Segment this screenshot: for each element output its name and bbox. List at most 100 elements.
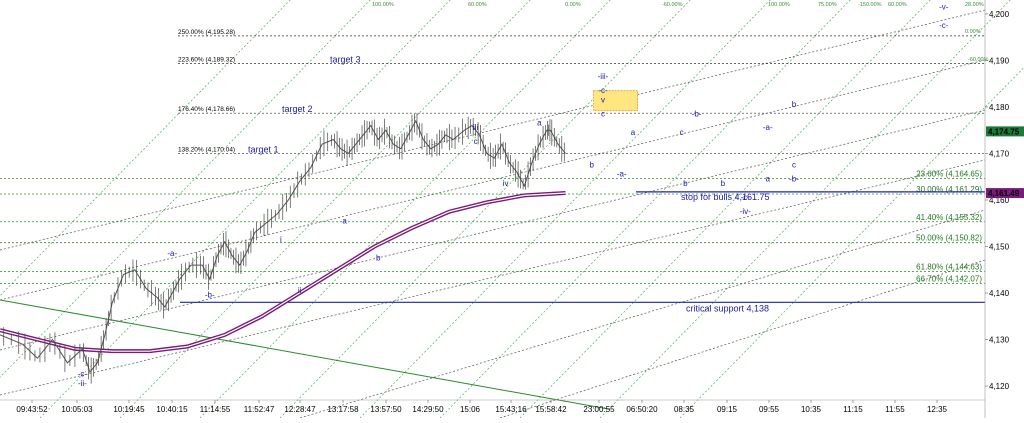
wave-label: -b-	[789, 174, 799, 183]
wave-label: iii	[473, 123, 479, 132]
fan-label: -60.00%	[662, 2, 683, 8]
wave-label: b	[683, 179, 688, 188]
wave-label: c	[601, 109, 605, 118]
fan-label: 60.00%	[468, 2, 487, 8]
wave-label: -c-	[741, 193, 751, 202]
channel-line	[0, 159, 986, 396]
price-line	[0, 119, 566, 374]
channel-line	[0, 9, 986, 251]
fan-label: -60.00%	[968, 57, 989, 63]
fib-levels: 250.00% (4,195.28) 223.60% (4,189.32) 176.…	[0, 29, 985, 313]
fib-ret-label: 50.00% (4,150.82)	[916, 234, 982, 243]
wave-label: c	[680, 128, 684, 137]
y-tick-label: 4,120	[989, 382, 1010, 391]
x-tick-label: 11:15	[843, 405, 863, 414]
ma-inner	[0, 192, 566, 352]
wave-label: b	[590, 160, 595, 169]
wave-label: -c-	[78, 370, 88, 379]
support-label: critical support 4,138	[686, 303, 769, 313]
wave-label: -v-	[939, 2, 949, 11]
wave-label: v	[601, 95, 605, 104]
x-tick-label: 13:17:58	[327, 405, 359, 414]
channel-line	[299, 209, 986, 419]
x-tick-label: 10:05:03	[61, 405, 93, 414]
x-tick-label: 15:58:42	[535, 405, 567, 414]
fan-line	[519, 0, 931, 419]
x-tick-label: 10:40:15	[156, 405, 188, 414]
wave-label: a	[631, 128, 636, 137]
x-tick-label: 12:35	[927, 405, 948, 414]
wave-label: -a-	[167, 249, 177, 258]
x-tick-label: 10:19:45	[113, 405, 145, 414]
moving-average	[0, 191, 566, 354]
y-tick-label: 4,130	[989, 336, 1010, 345]
x-tick-label: 09:15	[717, 405, 738, 414]
fib-ext-label: 176.40% (4,178.66)	[178, 106, 235, 113]
wave-label: -iv-	[740, 207, 751, 216]
y-tick-label: 4,150	[989, 243, 1010, 252]
channel-line	[499, 259, 986, 419]
fib-ext-label: 223.60% (4,189.32)	[178, 57, 235, 64]
y-tick-label: 4,170	[989, 149, 1010, 158]
wave-label: b	[376, 253, 381, 262]
fan-label: 60.00%	[888, 2, 907, 8]
wave-label: a	[766, 174, 771, 183]
fan-label: 100.00%	[768, 2, 790, 8]
channel-line	[0, 109, 986, 351]
target-label: target 2	[282, 104, 313, 114]
wave-label: -iii-	[598, 72, 609, 81]
y-tick-label: 4,200	[989, 10, 1010, 19]
wave-label: -b-	[205, 291, 215, 300]
x-tick-label: 06:50:20	[626, 405, 658, 414]
fib-ret-label: 30.00% (4,161.29)	[916, 185, 982, 194]
x-tick-label: 12:28:47	[284, 405, 316, 414]
wave-label: i	[280, 235, 282, 244]
y-tick-label: 4,140	[989, 289, 1010, 298]
fib-ext-label: 138.20% (4,170.04)	[178, 146, 235, 153]
wave-label: a	[342, 216, 347, 225]
fib-ret-label: 23.60% (4,164.65)	[916, 169, 982, 178]
target-label: target 3	[330, 55, 361, 65]
x-tick-label: 09:55	[759, 405, 780, 414]
fan-label: 75.00%	[818, 2, 837, 8]
x-tick-label: 23:00:55	[583, 405, 615, 414]
fib-ret-label: 61.80% (4,144.63)	[916, 262, 982, 271]
x-tick-label: 08:35	[674, 405, 695, 414]
green-trend-line	[0, 299, 611, 410]
fib-ret-label: 41.40% (4,155.32)	[916, 213, 982, 222]
x-tick-label: 15:43:16	[495, 405, 527, 414]
channel-line	[0, 59, 986, 301]
fan-label: -150.00%	[858, 2, 882, 8]
y-tick-label: 4,190	[989, 56, 1010, 65]
wave-label: c	[792, 160, 796, 169]
target-label: target 1	[248, 144, 279, 154]
wave-label: b	[792, 100, 797, 109]
stop-label: stop for bulls 4,161.75	[681, 192, 770, 202]
wave-label: iv	[503, 179, 509, 188]
x-tick-label: 13:57:50	[370, 405, 402, 414]
wave-label: c	[474, 137, 478, 146]
wave-label: -ii-	[78, 379, 87, 388]
target-box	[593, 90, 639, 112]
green-trend	[0, 299, 611, 410]
fan-line	[439, 0, 851, 419]
fan-line	[599, 0, 1011, 419]
channel-lines	[0, 9, 986, 419]
fib-ret-label: 66.70% (4,142.07)	[916, 274, 982, 283]
wave-label: b	[721, 179, 726, 188]
fan-label: 100.00%	[372, 2, 394, 8]
x-tick-label: 10:35	[801, 405, 822, 414]
x-tick-label: 11:14:55	[200, 405, 231, 414]
x-tick-label: 14:29:50	[412, 405, 444, 414]
fan-line	[199, 0, 611, 419]
wave-label: -c-	[598, 86, 608, 95]
x-tick-label: 09:43:52	[16, 405, 48, 414]
y-tick-label: 4,180	[989, 103, 1010, 112]
fan-label: 28.00%	[965, 2, 984, 8]
y-tick-label: 4,160	[989, 196, 1010, 205]
fib-ext-label: 250.00% (4,195.28)	[178, 29, 235, 36]
